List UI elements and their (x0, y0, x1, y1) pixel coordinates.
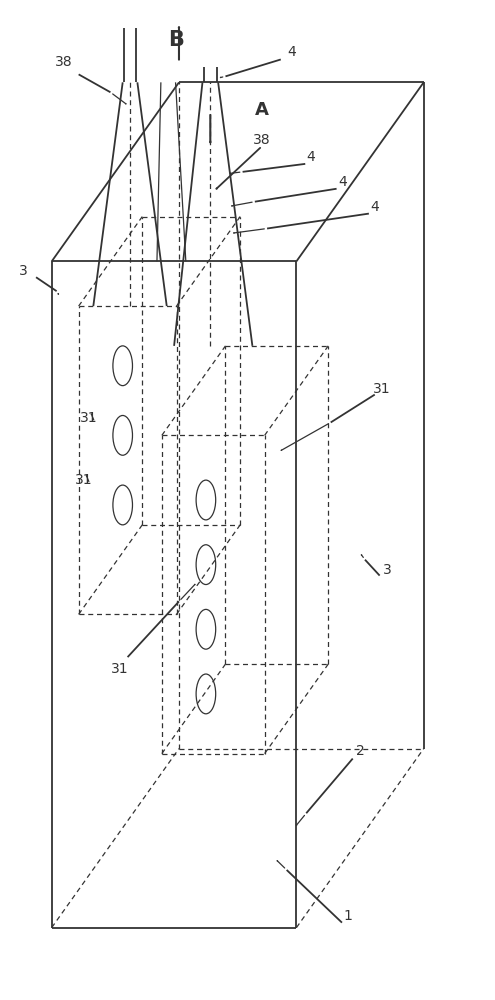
Text: 31: 31 (80, 411, 97, 425)
Text: 4: 4 (339, 175, 347, 189)
Text: 38: 38 (253, 133, 271, 147)
Text: 4: 4 (370, 200, 379, 214)
Text: A: A (255, 101, 269, 119)
Text: 31: 31 (111, 662, 129, 676)
Text: 38: 38 (55, 55, 73, 69)
Text: 2: 2 (356, 744, 364, 758)
Text: 3: 3 (19, 264, 28, 278)
Text: 31: 31 (373, 382, 391, 396)
Text: 3: 3 (383, 563, 392, 577)
Text: 4: 4 (307, 150, 315, 164)
Text: 31: 31 (75, 473, 93, 487)
Text: 4: 4 (287, 45, 296, 60)
Text: 1: 1 (344, 909, 352, 923)
Text: B: B (169, 30, 185, 50)
